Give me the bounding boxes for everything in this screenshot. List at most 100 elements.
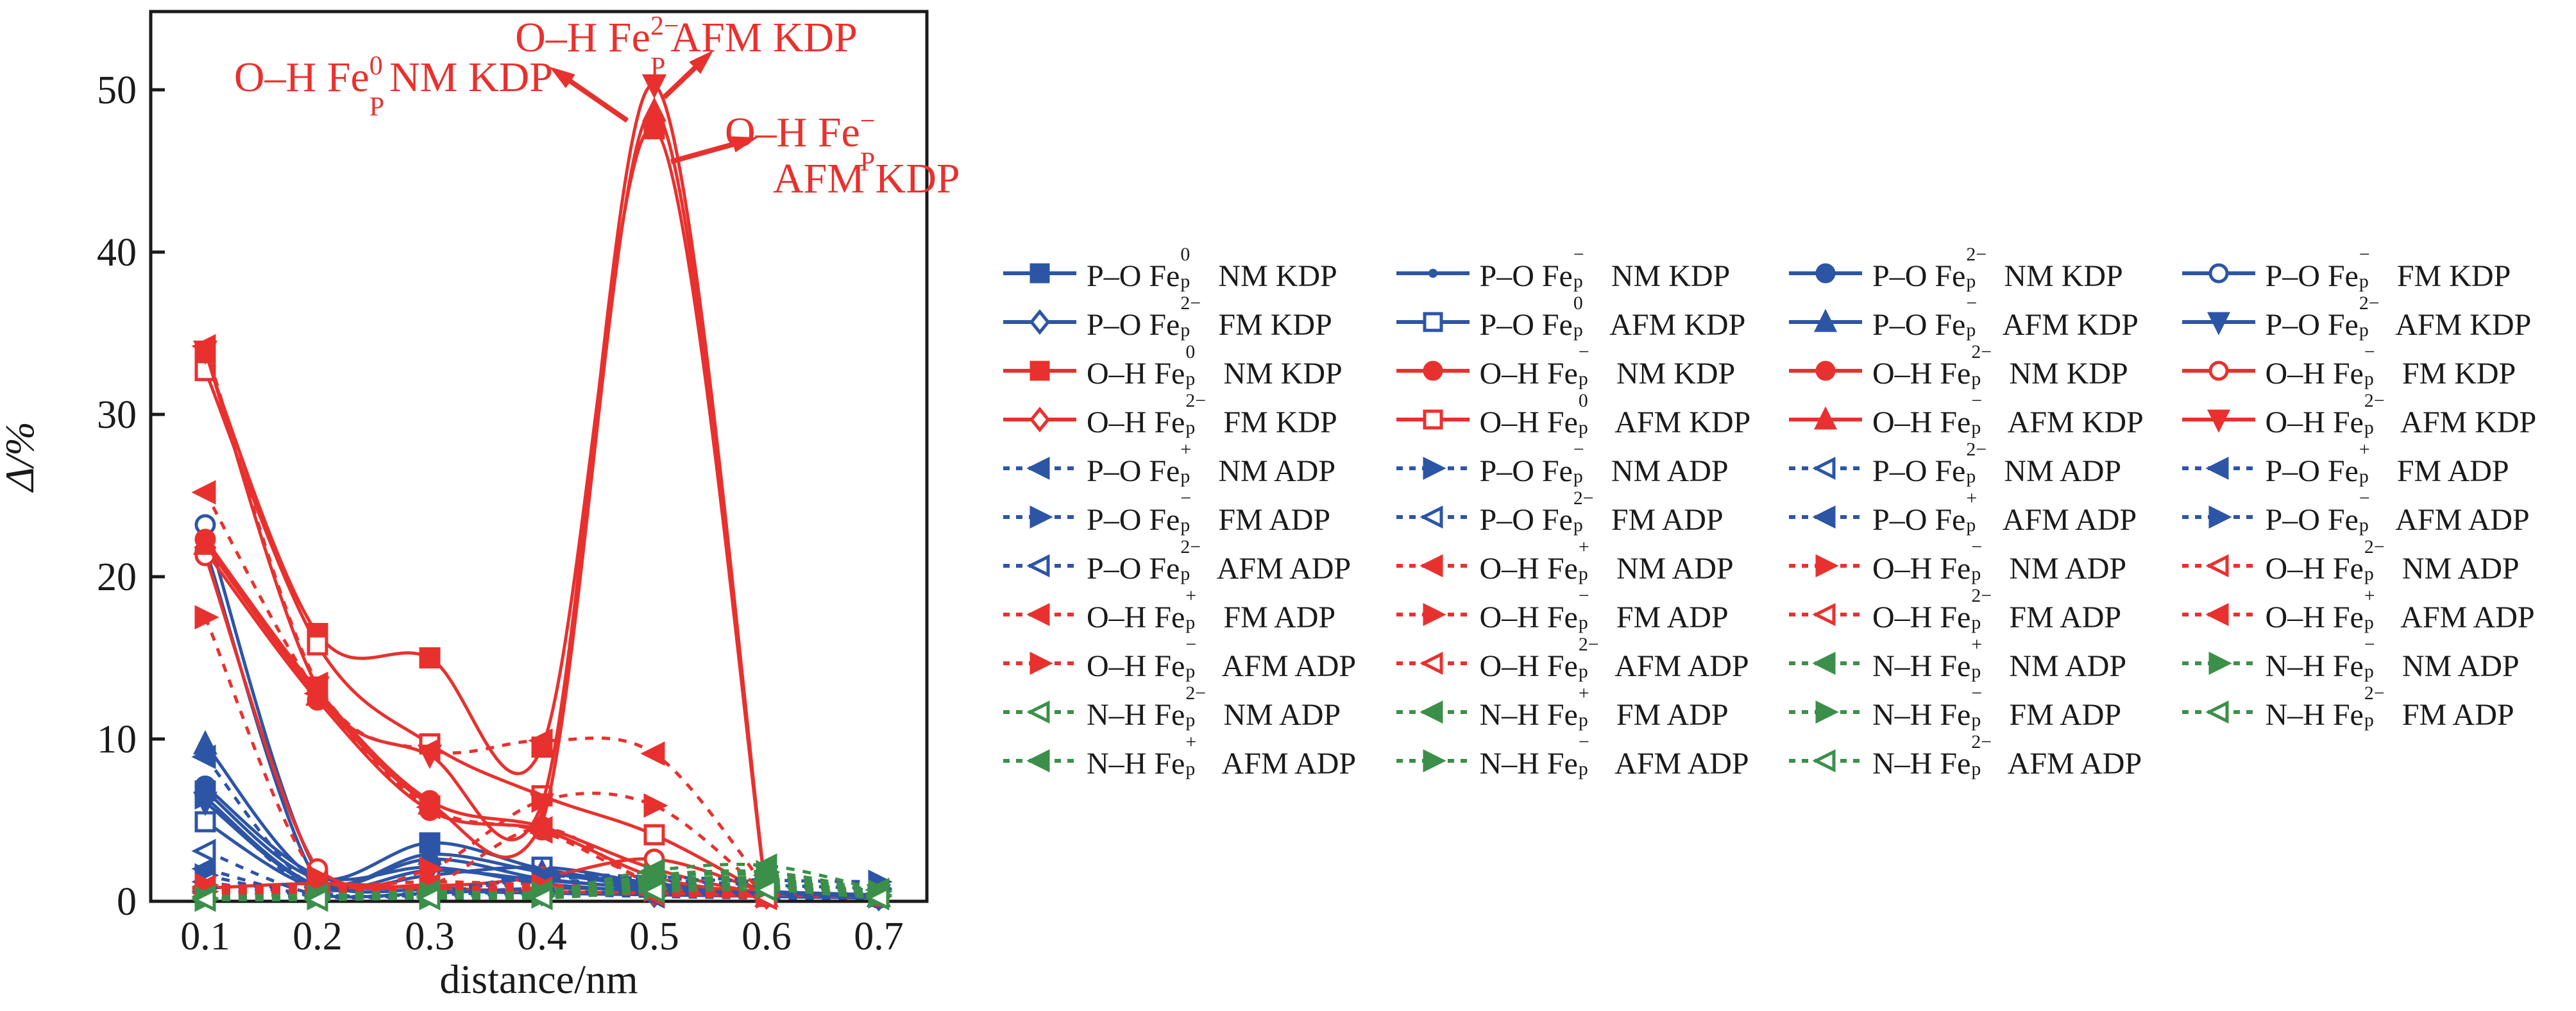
legend-marker-icon	[1396, 361, 1470, 381]
legend-item: P–O Fe + p FM ADP	[2181, 440, 2574, 487]
triangle-right-marker-icon	[643, 793, 668, 818]
legend-label: P–O Fe 2− p AFM KDP	[2265, 293, 2532, 342]
square-marker-icon	[643, 824, 665, 845]
triangle-right-marker-icon	[531, 788, 556, 813]
legend-label: N–H Fe − p NM ADP	[2265, 634, 2520, 683]
triangle-left-marker-icon	[640, 741, 665, 766]
x-tick-label: 0.7	[854, 915, 904, 958]
legend-item: P–O Fe 0 p AFM KDP	[1395, 294, 1788, 341]
series-line	[203, 126, 768, 896]
triangle-right-marker-icon	[1030, 505, 1053, 529]
legend-label: N–H Fe + p FM ADP	[1479, 683, 1729, 732]
legend-marker-icon	[1396, 456, 1470, 480]
triangle-left-marker-icon	[1026, 602, 1050, 627]
legend-item: P–O Fe 2− p AFM KDP	[2181, 293, 2574, 342]
y-tick-label: 30	[97, 393, 137, 437]
annotation-arrowhead	[689, 50, 714, 74]
legend-marker-icon	[2182, 700, 2255, 724]
legend-item: P–O Fe + p NM ADP	[1002, 440, 1395, 487]
legend-marker-icon	[1003, 407, 1076, 432]
legend-marker-icon	[1396, 749, 1470, 773]
legend-marker-icon	[1789, 505, 1862, 529]
legend-item: P–O Fe + p AFM ADP	[1788, 489, 2181, 536]
annotation-label: O–H Fe2− PAFM KDP	[515, 12, 858, 82]
legend-item: O–H Fe − p FM KDP	[2181, 341, 2574, 391]
legend-item: O–H Fe 2− p AFM KDP	[2181, 390, 2574, 439]
series-line	[203, 524, 879, 900]
legend-marker-icon	[1003, 554, 1076, 578]
triangle-down-marker-icon	[2207, 409, 2230, 433]
legend-item: O–H Fe − p NM KDP	[1395, 341, 1788, 391]
y-tick-label: 10	[97, 718, 137, 761]
triangle-left-marker-icon	[1812, 651, 1836, 675]
triangle-left-marker-icon	[1026, 700, 1050, 724]
legend-label: N–H Fe + p NM ADP	[1872, 634, 2127, 683]
triangle-left-marker-icon	[1419, 505, 1443, 529]
legend-label: P–O Fe 2− p NM KDP	[1872, 244, 2123, 293]
legend-item: P–O Fe − p NM ADP	[1395, 440, 1788, 487]
legend-label: P–O Fe 2− p FM ADP	[1479, 488, 1724, 537]
legend-label: O–H Fe − p NM KDP	[1479, 341, 1736, 391]
legend-marker-icon	[1003, 749, 1076, 773]
triangle-left-marker-icon	[2205, 700, 2228, 724]
square-marker-icon	[419, 832, 441, 854]
triangle-left-marker-icon	[528, 816, 553, 841]
legend-marker-icon	[1003, 361, 1076, 381]
legend-item: O–H Fe 2− p NM KDP	[1788, 341, 2181, 391]
legend-label: O–H Fe 2− p FM KDP	[1087, 390, 1337, 439]
legend-item: O–H Fe 2− p AFM ADP	[1395, 635, 1788, 682]
triangle-left-marker-icon	[303, 681, 328, 706]
legend-item: P–O Fe − p AFM KDP	[1788, 294, 2181, 341]
legend-item: O–H Fe + p FM ADP	[1002, 586, 1395, 633]
legend-item: P–O Fe 2− p NM KDP	[1788, 244, 2181, 293]
diamond-marker-icon	[1029, 309, 1051, 335]
legend-marker-icon	[1789, 602, 1862, 627]
series-N–H-2−-AFM-ADP	[191, 878, 890, 912]
x-tick-label: 0.5	[629, 915, 679, 958]
triangle-left-marker-icon	[1419, 700, 1443, 724]
legend-label: O–H Fe 2− p NM ADP	[2265, 536, 2520, 586]
triangle-left-marker-icon	[303, 887, 328, 912]
legend-label: N–H Fe − p AFM ADP	[1479, 731, 1749, 781]
legend-label: O–H Fe 2− p NM KDP	[1872, 341, 2128, 391]
chart-plot: 0.1 0.2 0.3 0.4 0.5 0.6 0.7 0 10 20 30 40 50 distance…	[0, 10, 960, 1002]
legend-item: O–H Fe − p AFM ADP	[1002, 634, 1395, 683]
legend-item: P–O Fe − p AFM ADP	[2181, 489, 2574, 536]
triangle-up-marker-icon	[1813, 406, 1838, 430]
legend-marker-icon	[1003, 309, 1076, 335]
legend-marker-icon	[2182, 409, 2255, 433]
triangle-left-marker-icon	[2205, 554, 2228, 578]
legend-label: N–H Fe + p AFM ADP	[1087, 731, 1357, 781]
legend-label: O–H Fe 0 p AFM KDP	[1479, 390, 1751, 439]
series-line	[203, 538, 879, 898]
legend-label: P–O Fe 0 p NM KDP	[1087, 244, 1337, 293]
legend-label: O–H Fe − p AFM ADP	[1087, 634, 1357, 683]
square-marker-icon	[643, 118, 665, 140]
legend-label: O–H Fe − p FM ADP	[1479, 585, 1729, 634]
annotation-arrowhead	[549, 67, 575, 89]
triangle-right-marker-icon	[1423, 749, 1446, 773]
legend-item: P–O Fe 2− p NM ADP	[1788, 440, 2181, 487]
triangle-right-marker-icon	[1423, 602, 1446, 627]
annotation-label: O–H Fe0 PNM KDP	[234, 51, 553, 122]
triangle-right-marker-icon	[1030, 651, 1053, 675]
circle-marker-icon	[1423, 361, 1443, 381]
circle-marker-icon	[2208, 263, 2228, 284]
annotation-label: O–H Fe− P	[725, 106, 876, 177]
triangle-left-marker-icon	[1812, 749, 1836, 773]
legend-marker-icon	[2182, 312, 2255, 336]
legend-label: N–H Fe 2− p NM ADP	[1087, 683, 1341, 732]
legend-label: N–H Fe 2− p FM ADP	[2265, 683, 2514, 732]
legend-label: O–H Fe − p FM KDP	[2265, 341, 2516, 391]
legend-marker-icon	[1789, 749, 1862, 773]
legend-item: O–H Fe 2− p NM ADP	[2181, 536, 2574, 586]
circle-marker-icon	[1815, 361, 1836, 381]
legend-label: O–H Fe 0 p NM KDP	[1087, 341, 1343, 391]
triangle-left-marker-icon	[2205, 602, 2228, 627]
legend-marker-icon	[1003, 602, 1076, 627]
triangle-up-marker-icon	[192, 530, 218, 555]
legend-label: O–H Fe 2− p AFM KDP	[2265, 390, 2537, 439]
legend-label: P–O Fe 2− p FM KDP	[1087, 293, 1332, 342]
legend-marker-icon	[1396, 602, 1470, 627]
